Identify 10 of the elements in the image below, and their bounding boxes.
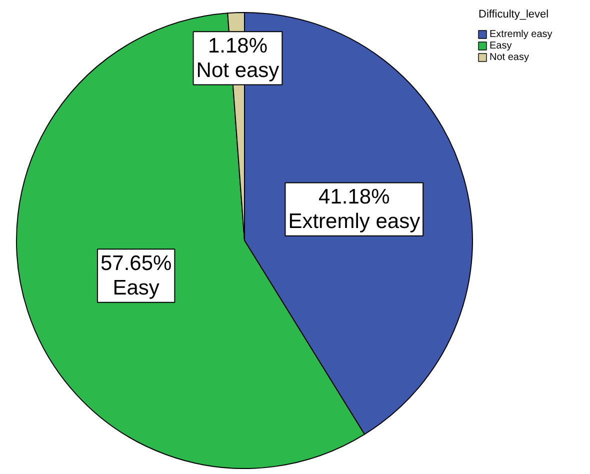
data-label: 1.18% [208, 34, 268, 58]
legend-label: Not easy [490, 52, 529, 63]
data-label: 41.18% [318, 186, 390, 209]
slice-label: Extremly easy [288, 210, 421, 233]
legend-label: Easy [490, 40, 512, 52]
legend-label: Extremly easy [490, 29, 552, 40]
data-label: 57.65% [100, 252, 172, 276]
legend-title: Difficulty_level [478, 8, 549, 20]
slice-label: Not easy [196, 58, 280, 82]
slice-label: Easy [112, 276, 160, 300]
